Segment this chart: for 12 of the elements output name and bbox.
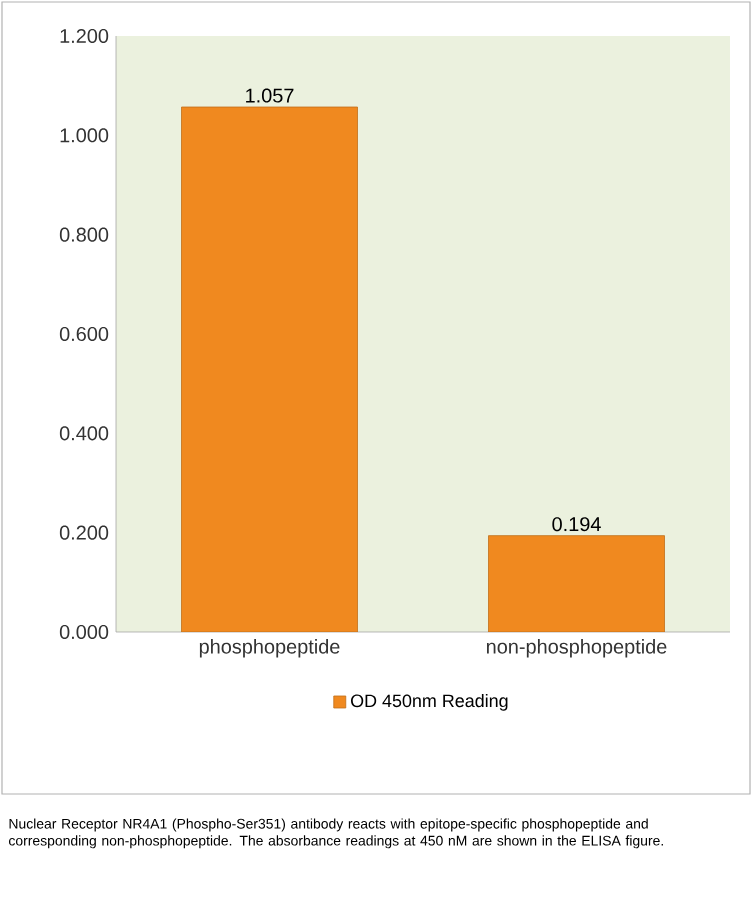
y-tick-label: 0.800 — [59, 227, 109, 242]
y-tick-label: 1.200 — [60, 28, 109, 44]
legend-label: OD 450nm Reading — [351, 694, 508, 711]
x-tick-label: non-phosphopeptide — [486, 639, 667, 658]
y-tick-label: 0.600 — [59, 326, 109, 342]
x-tick-label: phosphopeptide — [199, 639, 340, 658]
y-tick-label: 0.000 — [59, 624, 109, 640]
y-tick-label: 1.000 — [60, 128, 109, 143]
y-tick-label: 0.200 — [59, 525, 109, 540]
data-label: 1.057 — [246, 88, 294, 103]
data-label: 0.194 — [552, 517, 601, 532]
y-tick-label: 0.400 — [59, 426, 109, 441]
